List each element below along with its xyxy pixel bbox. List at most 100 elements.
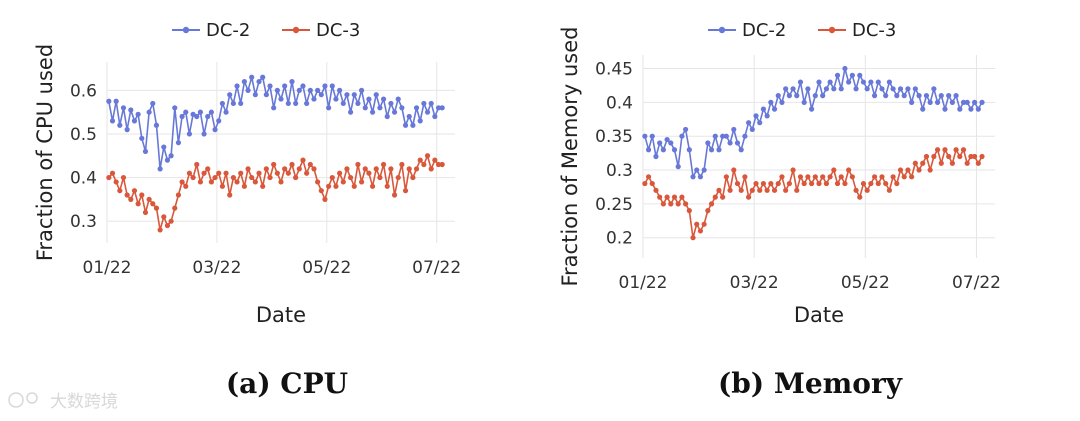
data-point	[968, 153, 974, 160]
data-point	[897, 167, 904, 173]
x-tick-label: 01/22	[619, 273, 668, 293]
data-point	[949, 160, 955, 166]
data-point	[742, 133, 748, 139]
data-point	[834, 72, 841, 78]
data-point	[380, 161, 387, 168]
memory-chart: 0.2 0.25 0.3 0.35 0.4 0.45 01/22 03/22 05/22 07/2…	[558, 20, 1001, 400]
data-point	[683, 201, 689, 207]
x-tick-label: 05/22	[302, 258, 351, 278]
data-point	[864, 187, 870, 193]
data-point	[256, 170, 262, 176]
data-point	[373, 92, 379, 98]
data-point	[746, 194, 752, 200]
data-point	[172, 205, 178, 211]
data-point	[883, 180, 889, 187]
data-point	[801, 180, 807, 187]
data-point	[131, 188, 138, 194]
data-point	[805, 86, 811, 92]
data-point	[916, 167, 922, 173]
data-point	[128, 196, 134, 202]
data-point	[263, 92, 269, 98]
legend-label: DC-2	[206, 20, 250, 41]
data-point	[942, 147, 948, 153]
data-point	[734, 180, 741, 187]
data-point	[131, 118, 138, 124]
data-point	[649, 180, 655, 187]
data-point	[905, 167, 911, 173]
data-point	[322, 196, 328, 202]
data-point	[428, 100, 434, 107]
y-axis-label: Fraction of CPU used	[33, 44, 57, 261]
data-point	[439, 161, 445, 168]
data-point	[675, 164, 681, 170]
data-point	[421, 100, 427, 107]
data-point	[293, 100, 299, 107]
data-point	[864, 86, 870, 92]
data-point	[768, 180, 774, 187]
data-point	[410, 122, 416, 128]
y-tick-label: 0.35	[595, 127, 633, 147]
data-point	[972, 153, 978, 160]
data-point	[760, 180, 767, 187]
data-point	[399, 105, 405, 111]
data-point	[808, 106, 815, 112]
data-point	[716, 187, 722, 193]
data-point	[812, 93, 818, 99]
data-point	[439, 105, 445, 111]
data-point	[749, 187, 755, 193]
data-point	[150, 201, 156, 207]
data-point	[734, 140, 741, 146]
chart-caption: (b) Memory	[718, 367, 903, 400]
data-point	[801, 99, 807, 105]
data-point	[329, 174, 335, 181]
data-point	[230, 100, 236, 107]
data-point	[410, 174, 416, 181]
y-axis-label: Fraction of Memory used	[558, 27, 582, 287]
data-point	[205, 166, 211, 172]
data-point	[201, 131, 207, 137]
data-point	[263, 166, 269, 172]
data-point	[972, 99, 978, 105]
series-dc-3	[106, 153, 445, 233]
data-point	[135, 201, 141, 207]
data-point	[712, 133, 718, 139]
data-point	[645, 174, 652, 180]
data-point	[194, 161, 200, 168]
data-point	[384, 183, 390, 189]
data-point	[931, 86, 937, 92]
data-point	[894, 180, 900, 187]
data-point	[230, 174, 236, 181]
data-point	[395, 96, 401, 102]
data-point	[860, 79, 867, 85]
data-point	[838, 86, 844, 92]
data-point	[252, 179, 258, 185]
data-point	[413, 166, 420, 172]
data-point	[753, 113, 759, 119]
data-point	[417, 157, 423, 163]
data-point	[260, 74, 266, 80]
data-point	[779, 174, 785, 180]
data-point	[875, 180, 881, 187]
data-point	[435, 161, 442, 168]
data-point	[823, 86, 830, 92]
data-point	[362, 166, 368, 172]
data-point	[979, 153, 985, 160]
x-tick-label: 01/22	[83, 258, 132, 278]
data-point	[417, 118, 423, 124]
data-point	[909, 99, 915, 105]
data-point	[432, 113, 438, 120]
data-point	[421, 161, 427, 168]
data-point	[716, 147, 722, 153]
data-point	[333, 183, 339, 189]
data-point	[894, 93, 900, 99]
data-point	[731, 126, 737, 133]
data-point	[241, 183, 247, 189]
data-point	[790, 167, 796, 173]
data-point	[260, 183, 266, 189]
data-point	[179, 113, 185, 120]
data-point	[216, 118, 222, 124]
data-point	[694, 167, 700, 173]
data-point	[964, 160, 970, 166]
data-point	[657, 194, 663, 200]
data-point	[697, 174, 704, 180]
